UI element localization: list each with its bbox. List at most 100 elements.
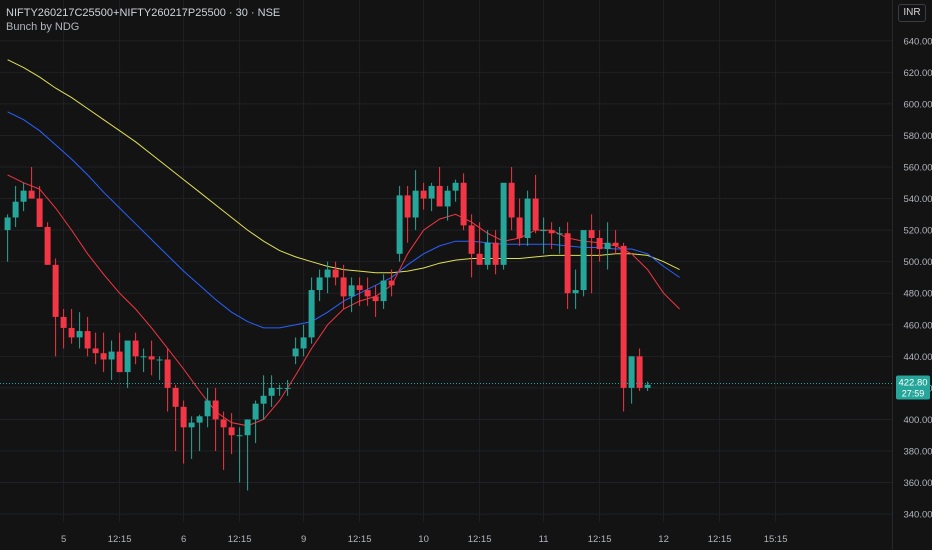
time-tick-label: 9 — [301, 534, 306, 545]
time-tick-label: 15:15 — [764, 534, 788, 545]
candle-body — [276, 387, 283, 389]
candle-body — [268, 387, 275, 396]
candle-body — [20, 190, 27, 202]
candle-body — [612, 242, 619, 246]
price-tick-label: 640.00 — [903, 36, 932, 47]
candle-body — [492, 242, 499, 265]
time-tick-label: 12:15 — [228, 534, 252, 545]
candle-body — [588, 230, 595, 238]
candle-body — [548, 230, 555, 234]
price-tick-label: 460.00 — [903, 320, 932, 331]
candle-body — [244, 419, 251, 436]
candle-body — [636, 356, 643, 388]
candle-body — [428, 185, 435, 199]
candle-body — [68, 327, 75, 338]
candle-body — [348, 285, 355, 297]
time-tick-label: 11 — [539, 534, 549, 545]
price-axis-separator — [892, 0, 893, 550]
indicator-label[interactable]: Bunch by NDG — [6, 21, 80, 33]
candle-body — [540, 230, 547, 232]
price-tick-label: 340.00 — [903, 510, 932, 521]
chart-header: NIFTY260217C25500+NIFTY260217P25500 · 30… — [6, 6, 280, 34]
candle-body — [596, 238, 603, 250]
candle-body — [316, 277, 323, 291]
price-tag-value: 422.80 — [898, 377, 927, 388]
candle-body — [468, 225, 475, 254]
time-tick-label: 5 — [61, 534, 66, 545]
candle-body — [460, 182, 467, 226]
candle-body — [484, 242, 491, 265]
price-tick-label: 620.00 — [903, 68, 932, 79]
candle-body — [236, 435, 243, 437]
candle-body — [132, 340, 139, 357]
candle-body — [108, 351, 115, 360]
time-tick-label: 12:15 — [708, 534, 732, 545]
candle-body — [260, 395, 267, 404]
price-tick-label: 380.00 — [903, 447, 932, 458]
currency-button[interactable]: INR — [898, 4, 926, 22]
candle-body — [180, 406, 187, 428]
price-tick-label: 440.00 — [903, 352, 932, 363]
price-tag-box — [896, 375, 930, 400]
price-tick-label: 360.00 — [903, 478, 932, 489]
candle-body — [500, 182, 507, 265]
candle-body — [620, 245, 627, 388]
candle-body — [76, 331, 83, 338]
candle-body — [436, 185, 443, 207]
candle-body — [644, 384, 651, 388]
candle-body — [572, 290, 579, 294]
candle-body — [204, 400, 211, 417]
candle-body — [556, 233, 563, 235]
price-tick-label: 540.00 — [903, 194, 932, 205]
candle-body — [564, 233, 571, 294]
candle-body — [292, 348, 299, 357]
price-tick-label: 600.00 — [903, 99, 932, 110]
candle-body — [396, 195, 403, 254]
candle-body — [12, 201, 19, 218]
time-tick-label: 12 — [658, 534, 669, 545]
symbol-title[interactable]: NIFTY260217C25500+NIFTY260217P25500 · 30… — [6, 7, 281, 19]
candle-body — [476, 253, 483, 265]
candle-body — [516, 217, 523, 238]
candle-body — [164, 359, 171, 388]
candle-body — [524, 198, 531, 238]
candle-body — [156, 359, 163, 361]
candle-body — [580, 230, 587, 291]
candle-body — [124, 340, 131, 373]
time-tick-label: 12:15 — [588, 534, 612, 545]
candle-body — [412, 190, 419, 218]
time-tick-label: 6 — [181, 534, 186, 545]
candle-body — [604, 242, 611, 250]
price-tick-label: 520.00 — [903, 226, 932, 237]
candle-body — [508, 182, 515, 218]
candle-body — [356, 285, 363, 291]
candle-body — [300, 337, 307, 349]
candle-body — [252, 403, 259, 420]
price-tick-label: 580.00 — [903, 131, 932, 142]
time-tick-label: 12:15 — [108, 534, 132, 545]
price-tick-label: 560.00 — [903, 163, 932, 174]
candle-body — [332, 269, 339, 278]
candle-body — [324, 269, 331, 278]
candle-body — [52, 264, 59, 317]
candle-body — [92, 348, 99, 354]
candle-body — [380, 280, 387, 302]
candle-body — [340, 277, 347, 297]
candle-body — [420, 190, 427, 199]
candle-body — [36, 198, 43, 227]
candle-body — [364, 290, 371, 297]
candle-body — [140, 356, 147, 358]
candle-body — [116, 351, 123, 373]
price-tick-label: 500.00 — [903, 257, 932, 268]
candle-body — [284, 387, 291, 389]
candle-body — [188, 422, 195, 428]
candle-body — [628, 356, 635, 388]
candle-body — [28, 190, 35, 199]
candle-body — [4, 217, 11, 231]
time-tick-label: 12:15 — [348, 534, 372, 545]
candle-body — [44, 226, 51, 265]
candle-body — [532, 198, 539, 231]
candle-body — [84, 331, 91, 349]
candle-body — [308, 290, 315, 338]
